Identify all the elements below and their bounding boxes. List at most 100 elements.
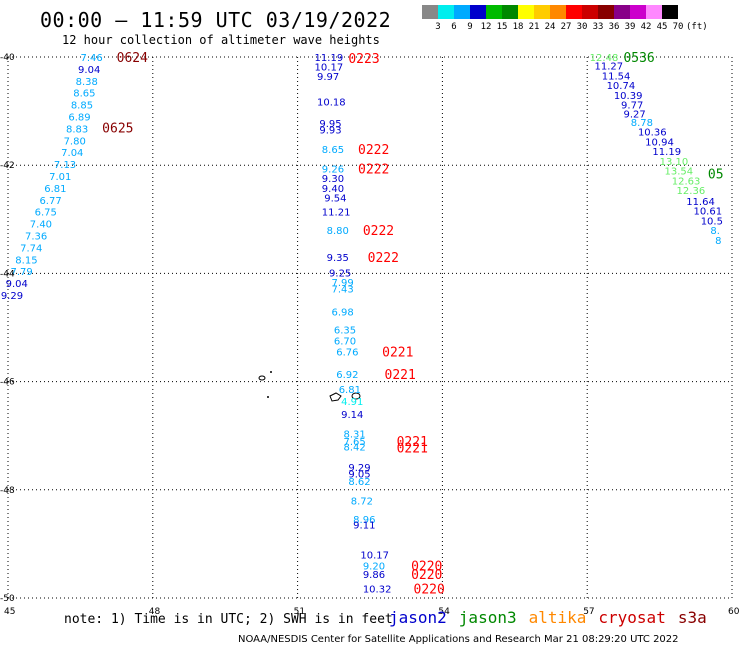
- footer-note: note: 1) Time is in UTC; 2) SWH is in fe…: [64, 612, 393, 627]
- wave-height-label: 6.81: [44, 184, 66, 195]
- wave-height-label: 6.92: [336, 370, 358, 381]
- pass-time-tag: 0220: [411, 568, 442, 583]
- color-scale-label: 30: [576, 22, 588, 32]
- color-scale-bar: [422, 5, 678, 19]
- wave-height-label: 6.35: [334, 326, 356, 337]
- color-swatch: [534, 5, 550, 19]
- wave-height-label: 9.30: [322, 174, 344, 185]
- wave-height-label: 9.35: [327, 253, 349, 264]
- wave-height-label: 10.17: [315, 63, 344, 74]
- wave-height-label: 12.63: [672, 176, 701, 187]
- lon-tick-label: 45: [4, 607, 15, 617]
- legend-altika: altika: [528, 608, 587, 627]
- color-swatch: [614, 5, 630, 19]
- wave-height-label: 7.74: [20, 243, 42, 254]
- pass-time-tag: 0220: [414, 582, 445, 597]
- color-swatch: [630, 5, 646, 19]
- wave-height-label: 8.78: [631, 118, 653, 129]
- wave-height-label: 8.65: [73, 89, 95, 100]
- color-scale-label: 12: [480, 22, 492, 32]
- color-swatch: [550, 5, 566, 19]
- color-scale-label: 39: [624, 22, 636, 32]
- color-swatch: [518, 5, 534, 19]
- color-swatch: [566, 5, 582, 19]
- lat-tick-label: -48: [0, 486, 15, 496]
- pass-time-tag: 0624: [117, 51, 148, 66]
- wave-height-label: 9.95: [319, 119, 341, 130]
- lon-tick-label: 48: [149, 607, 161, 617]
- pass-time-tag: 0222: [358, 162, 389, 177]
- color-scale-label: 15: [496, 22, 508, 32]
- lon-tick-label: 51: [294, 607, 305, 617]
- axis-tick-labels: 45 48 51 54 57 60 -40 -42 -44 -46 -48 -50: [0, 53, 740, 617]
- pass-time-tag: 0222: [363, 224, 394, 239]
- wave-height-label: 8.65: [322, 145, 344, 156]
- wave-height-label: 8.83: [66, 124, 88, 135]
- color-swatch: [470, 5, 486, 19]
- wave-height-label: 8.15: [15, 255, 37, 266]
- wave-height-label: 9.29: [1, 291, 23, 302]
- wave-height-label: 10.18: [317, 97, 346, 108]
- wave-height-label: 6.89: [68, 113, 90, 124]
- color-scale-label: 36: [608, 22, 620, 32]
- wave-height-label: 9.97: [317, 72, 339, 83]
- satellite-legend: jason2 jason3 altika cryosat s3a: [389, 608, 719, 627]
- color-scale-label: 33: [592, 22, 604, 32]
- color-scale-label: 9: [467, 22, 473, 32]
- color-scale-label: 24: [544, 22, 556, 32]
- wave-height-label: 11.21: [322, 208, 351, 219]
- wave-height-label: 11.27: [595, 62, 624, 73]
- wave-height-label: 8: [715, 236, 721, 247]
- wave-height-label: 8.62: [348, 477, 370, 488]
- color-swatch: [598, 5, 614, 19]
- pass-time-tag: 0220: [411, 560, 442, 575]
- pass-time-tag: 0625: [102, 121, 133, 136]
- wave-height-label: 8.72: [351, 497, 373, 508]
- color-swatch: [486, 5, 502, 19]
- lat-tick-label: -44: [0, 269, 15, 279]
- pass-time-tag: 0222: [368, 251, 399, 266]
- color-scale-label: 45: [656, 22, 668, 32]
- wave-height-label: 9.11: [353, 520, 375, 531]
- wave-height-label: 6.76: [336, 347, 358, 358]
- pass-time-tag: 0221: [397, 442, 428, 457]
- wave-height-label: 10.17: [360, 551, 389, 562]
- wave-height-label: 9.04: [6, 279, 28, 290]
- wave-height-label: 12.36: [677, 186, 706, 197]
- wave-height-label: 9.25: [329, 268, 351, 279]
- wave-height-label: 9.86: [363, 570, 385, 581]
- wave-height-label: 8.85: [71, 101, 93, 112]
- lat-tick-label: -42: [0, 161, 15, 171]
- wave-height-label: 7.36: [25, 232, 47, 243]
- color-swatch: [646, 5, 662, 19]
- color-scale-label: 42: [640, 22, 652, 32]
- wave-height-label: 10.5: [701, 216, 723, 227]
- color-swatch: [582, 5, 598, 19]
- wave-height-label: 9.26: [322, 164, 344, 175]
- lat-tick-label: -50: [0, 594, 15, 604]
- wave-height-label: 6.98: [331, 307, 353, 318]
- wave-height-label: 10.39: [614, 91, 643, 102]
- wave-height-label: 9.14: [341, 410, 363, 421]
- color-swatch: [454, 5, 470, 19]
- legend-jason2: jason2: [389, 608, 447, 627]
- wave-height-label: 10.94: [645, 137, 674, 148]
- wave-height-label: 10.61: [693, 207, 722, 218]
- wave-height-label: 9.27: [623, 109, 645, 120]
- wave-height-label: 8.: [710, 226, 720, 237]
- wave-height-label: 6.70: [334, 336, 356, 347]
- color-scale-label: 27: [560, 22, 572, 32]
- color-scale-label: (ft): [686, 22, 708, 32]
- pass-time-tag: 0222: [358, 143, 389, 158]
- legend-jason3: jason3: [458, 608, 517, 627]
- wave-height-label: 7.01: [49, 172, 71, 183]
- wave-height-label: 9.54: [324, 194, 346, 205]
- altimeter-tracks: 7.469.048.388.658.856.898.837.807.047.13…: [1, 51, 724, 597]
- color-scale-label: 18: [512, 22, 524, 32]
- wave-height-label: 7.80: [64, 136, 86, 147]
- wave-height-label: 11.54: [602, 71, 631, 82]
- wave-height-label: 10.36: [638, 128, 667, 139]
- color-scale-label: 6: [451, 22, 457, 32]
- pass-time-tag: 0536: [623, 51, 654, 66]
